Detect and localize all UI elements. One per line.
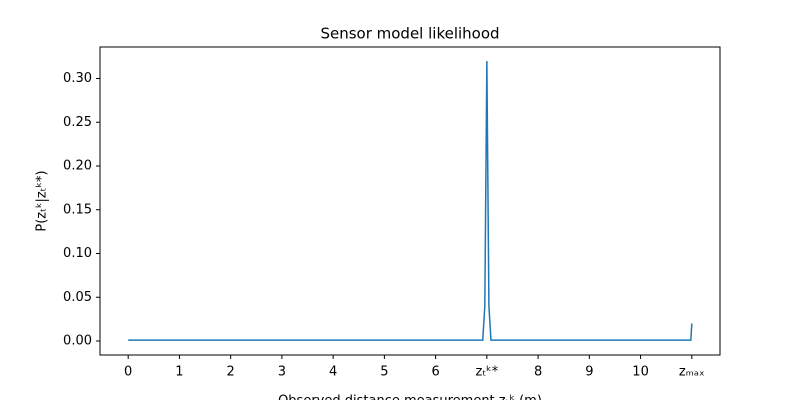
- x-tick-label: 1: [175, 365, 183, 380]
- x-tick-label: 3: [278, 365, 286, 380]
- y-tick-label: 0.05: [63, 290, 92, 305]
- x-tick-label: zₘₐₓ: [679, 365, 705, 380]
- x-tick-label: 10: [632, 365, 649, 380]
- x-tick-label: 8: [534, 365, 542, 380]
- x-tick-label: 5: [380, 365, 388, 380]
- x-tick-label: 9: [585, 365, 593, 380]
- y-tick-label: 0.20: [63, 159, 92, 174]
- x-tick-label: 4: [329, 365, 337, 380]
- plot-frame: [99, 46, 721, 356]
- y-tick-label: 0.25: [63, 115, 92, 130]
- y-tick-label: 0.00: [63, 334, 92, 349]
- y-tick-label: 0.10: [63, 246, 92, 261]
- y-tick-label: 0.30: [63, 71, 92, 86]
- x-tick-label: 2: [227, 365, 235, 380]
- x-tick-label: 6: [431, 365, 439, 380]
- x-tick-label: 0: [124, 365, 132, 380]
- chart-title: Sensor model likelihood: [320, 25, 499, 43]
- y-axis-label: P(zₜᵏ|zₜᵏ*): [35, 170, 50, 231]
- x-tick-label: zₜᵏ*: [476, 365, 499, 380]
- x-axis-label: Observed distance measurement zₜᵏ (m): [278, 394, 542, 400]
- data-line: [128, 60, 693, 341]
- y-tick-label: 0.15: [63, 202, 92, 217]
